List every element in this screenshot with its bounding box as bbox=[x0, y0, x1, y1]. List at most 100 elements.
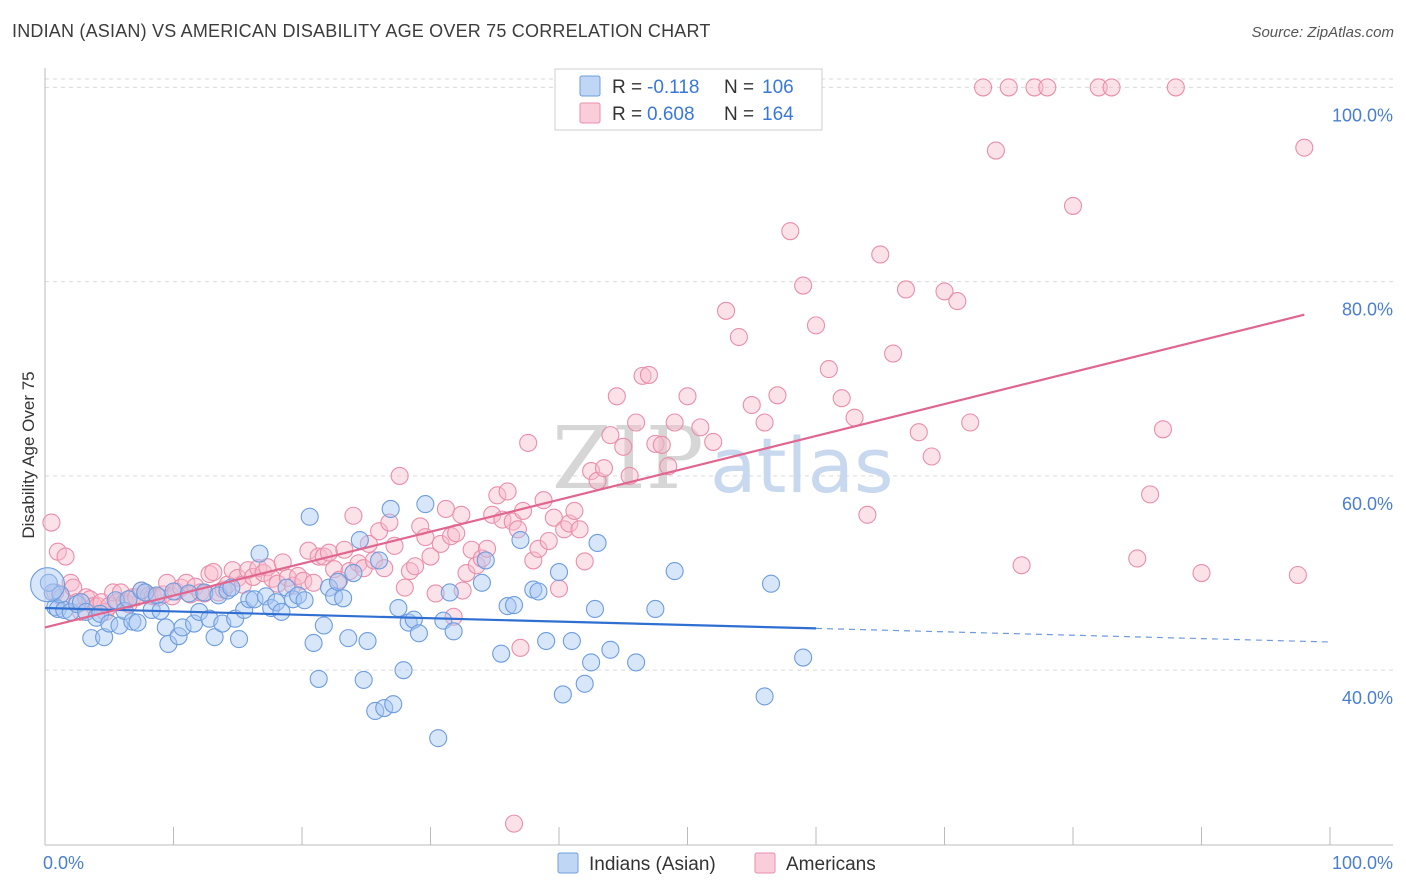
indian-point bbox=[350, 530, 369, 550]
indian-point bbox=[549, 563, 569, 582]
indian-point bbox=[794, 648, 813, 667]
american-point bbox=[652, 435, 671, 454]
american-point bbox=[504, 814, 524, 833]
american-point bbox=[565, 501, 584, 520]
indian-point bbox=[575, 674, 594, 693]
indian-point bbox=[375, 699, 394, 718]
american-point bbox=[390, 466, 409, 485]
indian-point bbox=[504, 596, 524, 615]
legend-n-value-1: 164 bbox=[762, 104, 794, 125]
indian-point bbox=[384, 695, 403, 714]
indian-point bbox=[314, 616, 333, 635]
american-point bbox=[639, 365, 659, 384]
indian-point bbox=[646, 599, 665, 619]
x-tick-labels: 0.0% 100.0% bbox=[43, 853, 1393, 873]
american-point bbox=[1038, 78, 1057, 97]
american-point bbox=[426, 584, 445, 603]
american-point bbox=[768, 386, 787, 405]
indian-point bbox=[319, 578, 339, 597]
indian-point bbox=[295, 591, 314, 610]
american-point bbox=[986, 141, 1005, 160]
indian-point bbox=[128, 613, 147, 632]
american-point bbox=[858, 505, 877, 524]
american-point bbox=[1166, 78, 1185, 97]
american-point bbox=[488, 486, 507, 505]
indian-point bbox=[325, 587, 344, 606]
indian-point bbox=[444, 622, 463, 641]
indian-point bbox=[409, 624, 428, 643]
indian-point bbox=[229, 630, 249, 649]
indian-point bbox=[755, 687, 774, 706]
american-point bbox=[884, 344, 903, 363]
american-point bbox=[819, 360, 838, 379]
indian-point bbox=[339, 629, 358, 648]
american-point bbox=[607, 387, 626, 406]
american-point bbox=[678, 387, 697, 406]
indian-point bbox=[562, 631, 581, 651]
indian-point bbox=[389, 598, 408, 618]
american-point bbox=[444, 607, 463, 626]
american-point bbox=[729, 327, 748, 347]
american-point bbox=[380, 513, 399, 532]
indian-point bbox=[82, 629, 101, 648]
american-point bbox=[421, 547, 440, 566]
american-point bbox=[289, 566, 308, 586]
indian-point bbox=[358, 631, 377, 651]
legend-n-value-0: 106 bbox=[762, 77, 794, 98]
american-point bbox=[896, 280, 916, 299]
indian-point bbox=[250, 544, 269, 563]
bottom-legend-label-indian: Indians (Asian) bbox=[589, 854, 716, 875]
american-point bbox=[716, 301, 736, 320]
american-point bbox=[704, 432, 723, 451]
american-point bbox=[665, 413, 684, 432]
indian-point bbox=[51, 585, 70, 604]
american-point bbox=[283, 576, 303, 595]
x-tick-label: 100.0% bbox=[1332, 853, 1393, 873]
american-points bbox=[42, 78, 1314, 833]
american-point bbox=[594, 459, 614, 478]
indian-point bbox=[404, 610, 423, 629]
indian-point bbox=[585, 599, 605, 619]
indian-point bbox=[304, 633, 323, 653]
y-axis-title: Disability Age Over 75 bbox=[19, 371, 38, 538]
indian-point bbox=[309, 669, 328, 688]
indian-point bbox=[416, 495, 435, 514]
watermark: ZIP atlas bbox=[552, 409, 894, 510]
indian-point bbox=[553, 685, 572, 704]
american-point bbox=[56, 547, 75, 566]
american-point bbox=[806, 316, 826, 335]
american-point bbox=[1153, 420, 1172, 439]
american-point bbox=[973, 78, 993, 97]
american-point bbox=[555, 520, 574, 539]
legend-n-label-0: N = bbox=[724, 77, 754, 98]
american-point bbox=[1102, 78, 1121, 97]
american-point bbox=[742, 395, 761, 415]
y-tick-label: 80.0% bbox=[1342, 300, 1393, 320]
indian-point bbox=[529, 582, 548, 601]
american-point bbox=[832, 389, 851, 408]
american-point bbox=[646, 434, 665, 453]
american-point bbox=[575, 552, 594, 571]
indian-point bbox=[665, 562, 684, 581]
american-point bbox=[614, 437, 633, 456]
american-point bbox=[61, 573, 80, 592]
american-point bbox=[519, 433, 538, 452]
legend-r-label-0: R = bbox=[612, 77, 642, 98]
legend-swatch-indian bbox=[579, 75, 601, 97]
indian-point bbox=[300, 507, 319, 526]
american-trend-line bbox=[44, 313, 1305, 629]
watermark-atlas: atlas bbox=[710, 421, 894, 510]
american-point bbox=[633, 366, 652, 385]
indian-point bbox=[169, 627, 188, 646]
american-point bbox=[948, 292, 967, 311]
indian-point bbox=[761, 574, 781, 593]
indian-point bbox=[492, 644, 511, 663]
american-point bbox=[570, 520, 589, 539]
indian-point bbox=[256, 587, 276, 606]
indian-point bbox=[328, 572, 348, 591]
american-point bbox=[549, 579, 569, 598]
legend-r-label-1: R = bbox=[612, 104, 642, 125]
indian-point bbox=[511, 530, 530, 550]
american-point bbox=[508, 520, 527, 539]
x-tick-label: 0.0% bbox=[43, 853, 84, 873]
